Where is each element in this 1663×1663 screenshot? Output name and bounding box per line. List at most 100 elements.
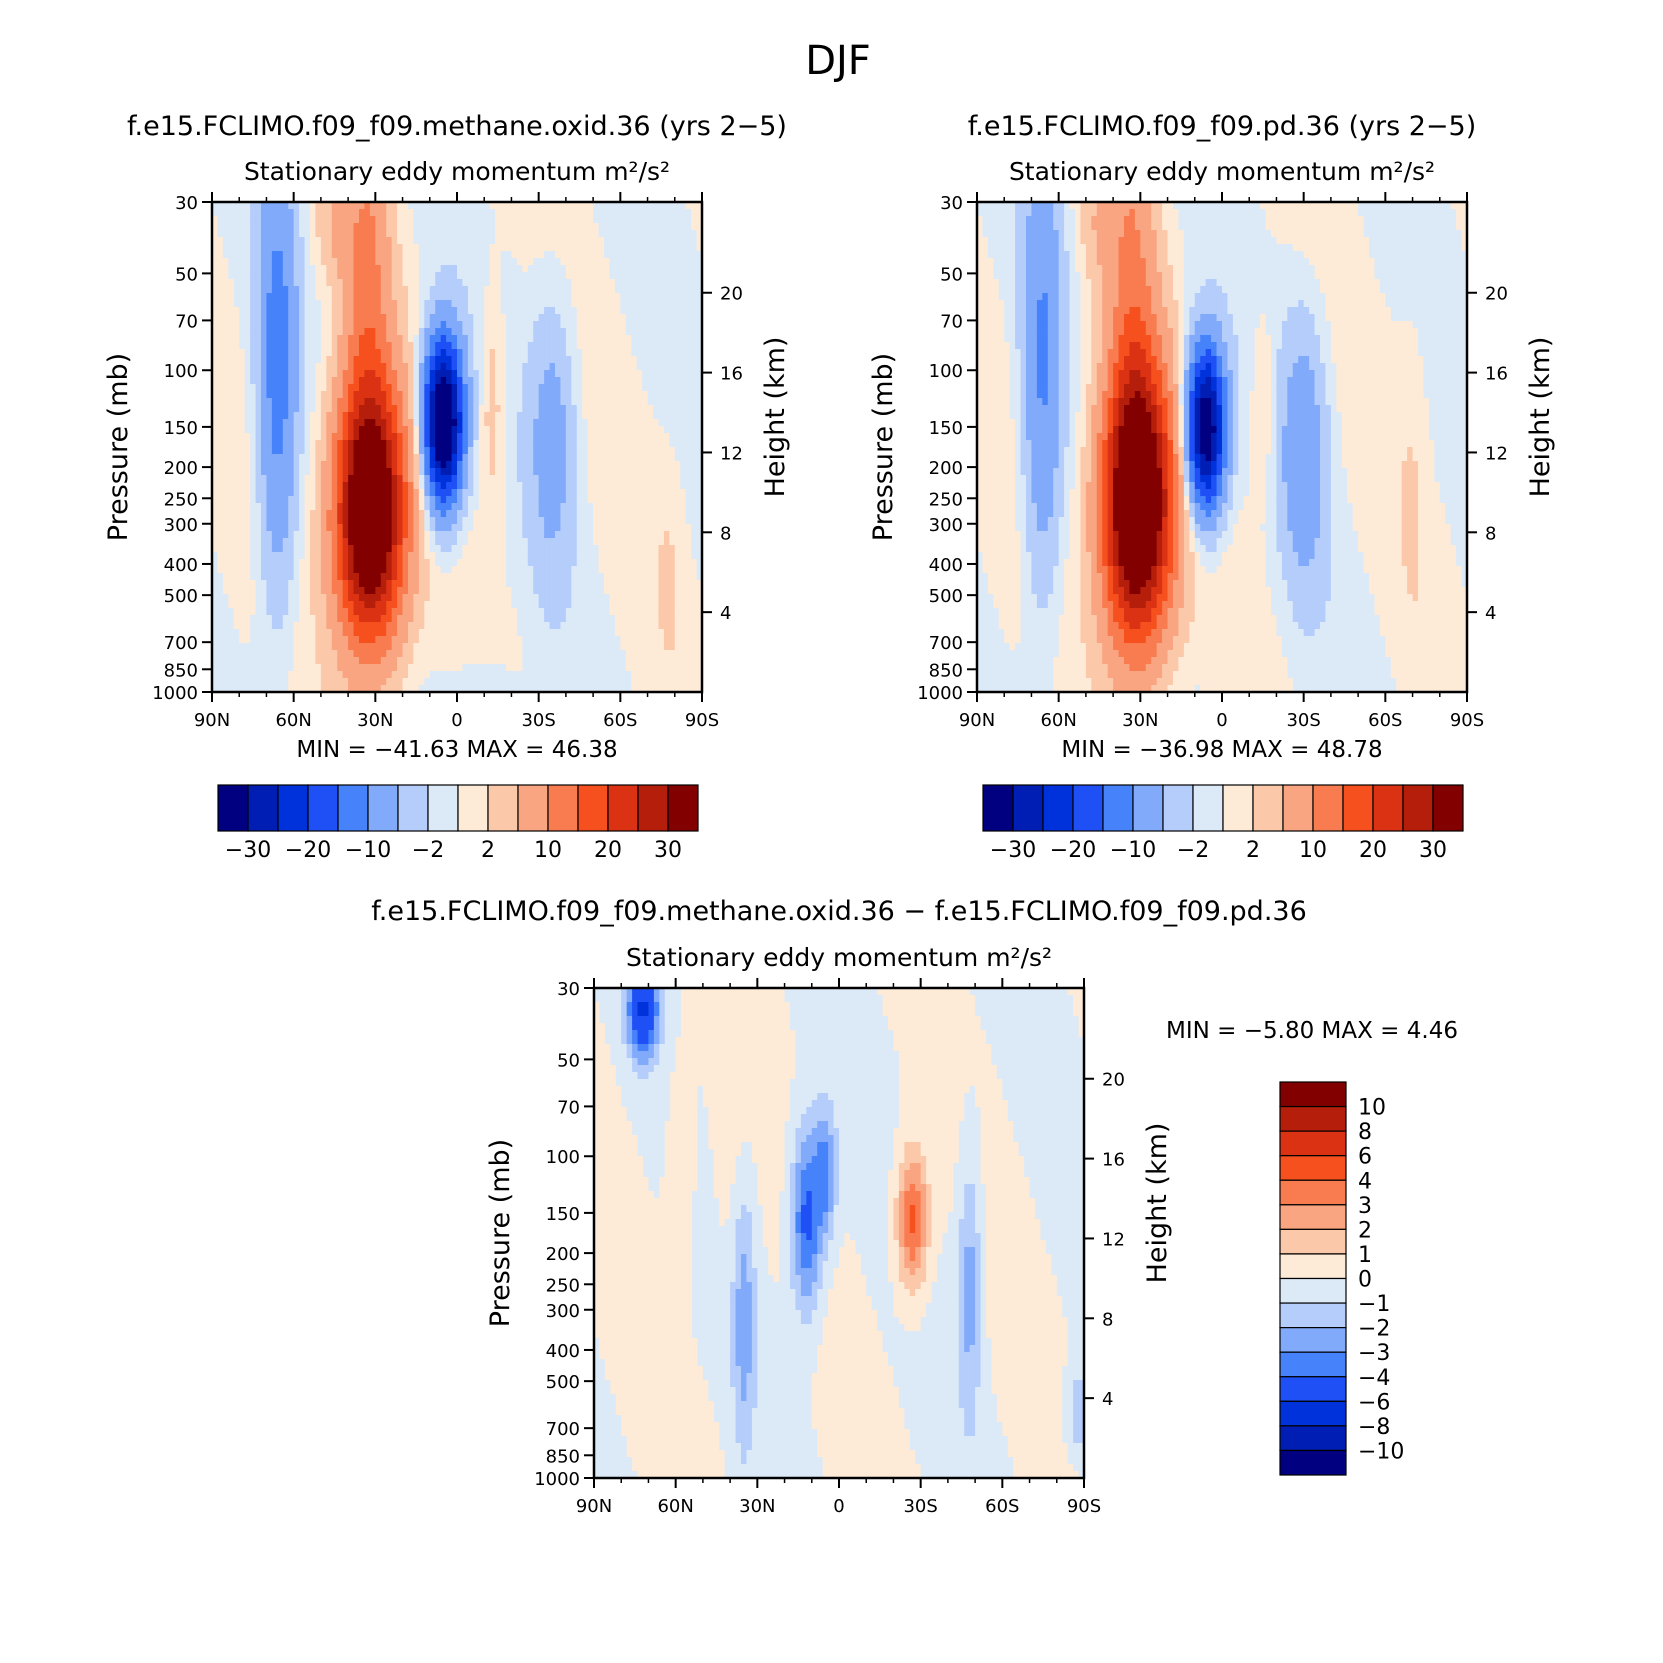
colorbar-label: 30 <box>1419 838 1447 863</box>
panel3-ylabel-right: Height (km) <box>1142 1123 1173 1284</box>
y-right-tick-label: 8 <box>720 523 731 544</box>
y-tick-label: 250 <box>546 1275 580 1296</box>
x-tick-label: 90S <box>685 710 719 731</box>
y-tick-label: 250 <box>929 489 963 510</box>
panels: f.e15.FCLIMO.f09_f09.methane.oxid.36 (yr… <box>103 111 1556 1517</box>
colorbar-label: 0 <box>1358 1268 1372 1293</box>
y-tick-label: 850 <box>546 1446 580 1467</box>
colorbar-label: −1 <box>1358 1292 1390 1317</box>
y-tick-label: 400 <box>546 1341 580 1362</box>
colorbar-label: −4 <box>1358 1366 1390 1391</box>
panel3-subtitle: Stationary eddy momentum m²/s² <box>626 943 1052 972</box>
colorbar-label: −30 <box>990 838 1036 863</box>
panel2: f.e15.FCLIMO.f09_f09.pd.36 (yrs 2−5) Stat… <box>868 111 1556 863</box>
y-tick-label: 850 <box>164 660 198 681</box>
y-tick-label: 200 <box>546 1244 580 1265</box>
panel2-ylabel: Pressure (mb) <box>868 353 899 541</box>
figure-title: DJF <box>805 38 871 84</box>
panel1-ylabel: Pressure (mb) <box>103 353 134 541</box>
colorbar-label: −2 <box>1358 1317 1390 1342</box>
y-tick-label: 100 <box>929 361 963 382</box>
colorbar-label: 10 <box>534 838 562 863</box>
y-tick-label: 300 <box>546 1301 580 1322</box>
y-tick-label: 200 <box>929 458 963 479</box>
y-tick-label: 50 <box>940 264 963 285</box>
x-tick-label: 90N <box>576 1496 612 1517</box>
panel1-colorbar: −30 −20 −10 −2 2 10 20 30 <box>217 784 699 863</box>
y-right-tick-label: 4 <box>1485 603 1496 624</box>
y-tick-label: 1000 <box>534 1469 580 1490</box>
panel3: f.e15.FCLIMO.f09_f09.methane.oxid.36 − f… <box>371 896 1458 1517</box>
colorbar-label: 2 <box>1246 838 1260 863</box>
x-tick-label: 30N <box>357 710 393 731</box>
colorbar-label: −10 <box>345 838 391 863</box>
y-tick-label: 30 <box>940 193 963 214</box>
colorbar-label: −20 <box>1050 838 1096 863</box>
y-tick-label: 400 <box>164 555 198 576</box>
y-tick-label: 200 <box>164 458 198 479</box>
panel2-title: f.e15.FCLIMO.f09_f09.pd.36 (yrs 2−5) <box>968 111 1476 142</box>
y-tick-label: 30 <box>175 193 198 214</box>
panel1-field <box>212 202 703 693</box>
y-tick-label: 150 <box>164 418 198 439</box>
y-right-tick-label: 12 <box>1102 1229 1125 1250</box>
y-tick-label: 100 <box>546 1147 580 1168</box>
panel3-stats: MIN = −5.80 MAX = 4.46 <box>1166 1018 1458 1044</box>
y-tick-label: 850 <box>929 660 963 681</box>
y-right-tick-label: 20 <box>1485 284 1508 305</box>
colorbar-label: −10 <box>1358 1439 1404 1464</box>
panel1-subtitle: Stationary eddy momentum m²/s² <box>244 157 670 186</box>
y-right-tick-label: 16 <box>720 364 743 385</box>
colorbar-label: −3 <box>1358 1341 1390 1366</box>
y-tick-label: 50 <box>175 264 198 285</box>
x-tick-label: 60S <box>1368 710 1402 731</box>
y-right-tick-label: 20 <box>720 284 743 305</box>
y-tick-label: 1000 <box>917 683 963 704</box>
colorbar-label: −8 <box>1358 1415 1390 1440</box>
panel2-colorbar: −30 −20 −10 −2 2 10 20 30 <box>982 784 1464 863</box>
y-tick-label: 500 <box>929 586 963 607</box>
panel3-title: f.e15.FCLIMO.f09_f09.methane.oxid.36 − f… <box>371 896 1307 927</box>
x-tick-label: 60S <box>985 1496 1019 1517</box>
x-tick-label: 30S <box>521 710 555 731</box>
y-right-tick-label: 8 <box>1102 1309 1113 1330</box>
colorbar-label: 20 <box>1359 838 1387 863</box>
y-tick-label: 1000 <box>152 683 198 704</box>
y-tick-label: 70 <box>175 311 198 332</box>
y-right-tick-label: 12 <box>720 443 743 464</box>
y-right-tick-label: 4 <box>720 603 731 624</box>
panel2-stats: MIN = −36.98 MAX = 48.78 <box>1061 737 1382 763</box>
x-tick-label: 60N <box>275 710 311 731</box>
x-tick-label: 0 <box>451 710 462 731</box>
x-tick-label: 90N <box>194 710 230 731</box>
colorbar-label: 1 <box>1358 1243 1372 1268</box>
colorbar-label: 2 <box>1358 1218 1372 1243</box>
y-tick-label: 500 <box>546 1372 580 1393</box>
x-tick-label: 0 <box>1216 710 1227 731</box>
colorbar-label: −20 <box>285 838 331 863</box>
x-tick-label: 30N <box>739 1496 775 1517</box>
colorbar-label: 10 <box>1299 838 1327 863</box>
colorbar-label: 4 <box>1358 1169 1372 1194</box>
x-tick-label: 90N <box>959 710 995 731</box>
x-tick-label: 60S <box>603 710 637 731</box>
y-right-tick-label: 20 <box>1102 1070 1125 1091</box>
y-right-tick-label: 16 <box>1102 1150 1125 1171</box>
y-tick-label: 30 <box>557 979 580 1000</box>
panel3-field <box>594 988 1085 1479</box>
colorbar-label: −6 <box>1358 1390 1390 1415</box>
y-right-tick-label: 12 <box>1485 443 1508 464</box>
panel1-ylabel-right: Height (km) <box>760 337 791 498</box>
panel3-ylabel: Pressure (mb) <box>485 1139 516 1327</box>
panel2-field <box>977 202 1468 693</box>
y-right-tick-label: 4 <box>1102 1389 1113 1410</box>
y-tick-label: 100 <box>164 361 198 382</box>
colorbar-label: 6 <box>1358 1145 1372 1170</box>
panel1-stats: MIN = −41.63 MAX = 46.38 <box>296 737 617 763</box>
colorbar-label: −10 <box>1110 838 1156 863</box>
x-tick-label: 30S <box>903 1496 937 1517</box>
colorbar-label: −30 <box>225 838 271 863</box>
panel2-subtitle: Stationary eddy momentum m²/s² <box>1009 157 1435 186</box>
